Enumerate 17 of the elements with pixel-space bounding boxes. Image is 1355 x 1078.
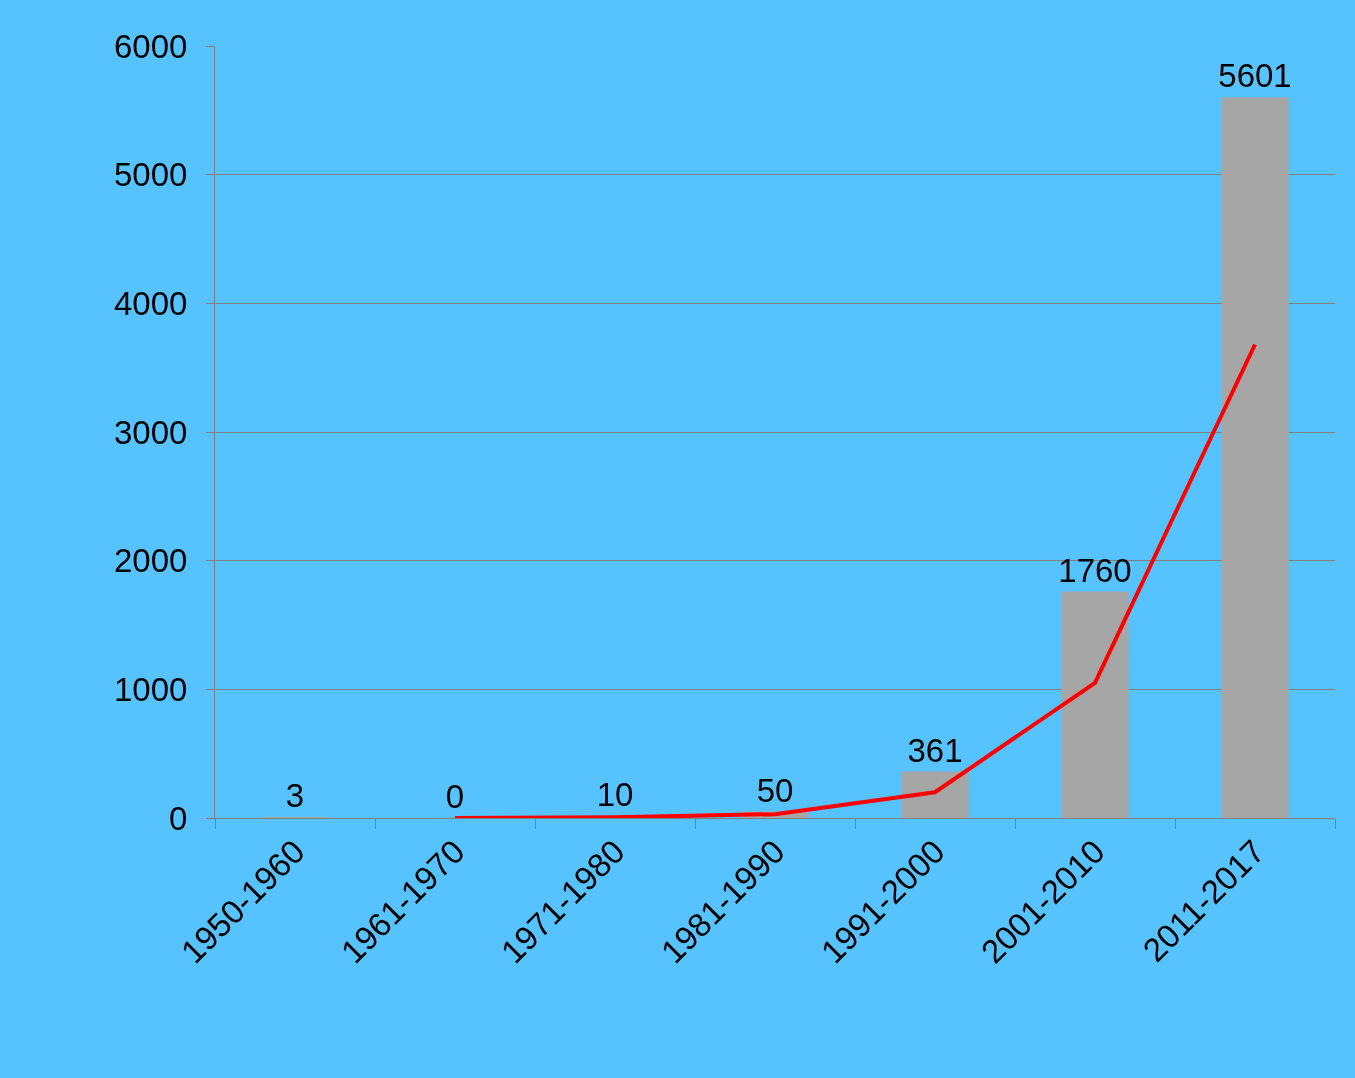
bar: [1061, 591, 1129, 818]
data-label: 10: [596, 776, 634, 813]
y-tick-label: 6000: [113, 27, 188, 65]
y-tick-label: 3000: [113, 413, 188, 451]
y-tick-label: 0: [169, 799, 188, 837]
y-tick-label: 1000: [113, 670, 188, 708]
data-label: 5601: [1218, 57, 1292, 95]
y-tick-label: 2000: [113, 542, 188, 580]
y-tick-label: 5000: [113, 156, 188, 194]
data-label: 3: [285, 777, 305, 814]
data-label: 50: [756, 771, 794, 809]
bar: [901, 771, 969, 818]
data-label: 1760: [1058, 551, 1132, 589]
y-tick-label: 4000: [113, 284, 188, 322]
data-label: 0: [445, 778, 465, 815]
data-label: 361: [907, 731, 963, 769]
bar: [1221, 97, 1289, 818]
